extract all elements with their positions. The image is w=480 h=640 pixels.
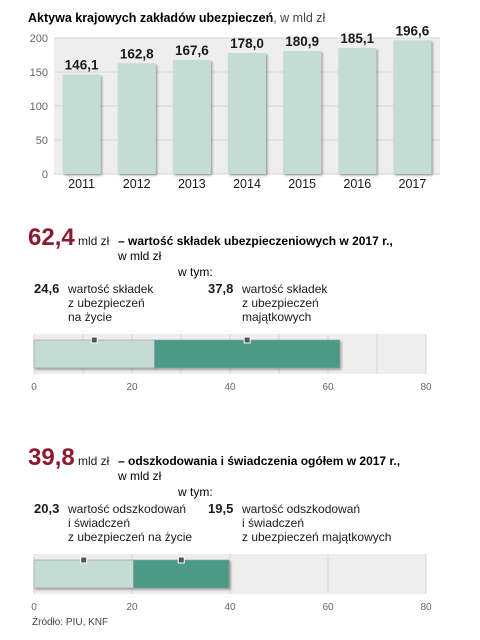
chart1-bar-value-label: 167,6 [175,43,209,58]
chart1-bars: 146,1 162,8 167,6 178,0 180,9 185,1 196,6 [62,23,432,175]
chart3-x-tick-label: 40 [224,602,236,613]
chart1-y-tick-label: 150 [30,67,48,79]
chart2-segment-bar [33,339,155,369]
chart1-bar [283,50,322,174]
chart1-bar [228,52,266,174]
chart3-subheader: w tym: [177,485,213,499]
chart1-x-tick-label: 2016 [343,177,371,191]
chart1-x-tick-label: 2017 [399,177,427,191]
chart3-segment-value: 19,5 [208,501,233,516]
chart3-segment-value: 20,3 [34,501,59,516]
chart2-subheader: w tym: [177,265,213,279]
chart3-segment-bar [33,559,134,589]
chart1-bar-value-label: 162,8 [120,46,154,61]
chart3-x-tick-label: 0 [31,602,37,613]
chart3-x-tick-label: 20 [126,602,138,613]
chart3-unit-line: w mld zł [117,469,162,483]
chart2-unit-line: w mld zł [117,249,162,263]
chart2-x-axis: 0 20 40 60 80 [31,382,432,393]
chart2-x-tick-label: 0 [31,382,37,393]
chart2-segment-value: 37,8 [208,281,233,296]
chart2-segment-bar [154,339,341,369]
chart1-x-tick-label: 2014 [233,177,261,191]
chart2-x-tick-label: 60 [322,382,334,393]
chart2-x-tick-label: 20 [126,382,138,393]
chart1-x-tick-label: 2015 [288,177,316,191]
chart2-segment-description-line: wartość składek [67,282,154,296]
chart3-segment-marker [177,556,185,564]
chart3-bars [33,556,230,589]
chart3-description: – odszkodowania i świadczenia ogółem w 2… [118,454,400,468]
chart3-segment-description-line: i świadczeń [68,516,130,530]
chart2-x-tick-label: 40 [224,382,236,393]
chart3-total-unit: mld zł [78,454,110,468]
chart2-segment-marker [243,336,251,344]
chart1-title-unit: , w mld zł [273,11,325,25]
chart1-y-tick-label: 50 [36,135,48,147]
chart2-segment-description-line: z ubezpieczeń [242,296,319,310]
chart1-bar [62,74,101,174]
chart1-bar-value-label: 185,1 [340,31,374,46]
chart1-bar-value-label: 146,1 [65,58,99,73]
chart1-bar [338,48,377,174]
chart1-y-tick-label: 0 [42,169,48,181]
chart2-segment-value: 24,6 [34,281,59,296]
chart3-segment-bar [133,559,230,589]
chart3-x-axis: 0 20 40 60 80 [31,602,432,613]
chart2-segment-description-line: z ubezpieczeń [68,296,145,310]
chart1-x-tick-label: 2011 [68,177,95,191]
chart3-segment-description-line: z ubezpieczeń majątkowych [242,530,391,544]
chart1-y-tick-label: 100 [30,101,48,113]
chart1-x-tick-label: 2012 [123,177,151,191]
chart1-bar-value-label: 180,9 [285,34,319,49]
chart3-x-tick-label: 80 [420,602,432,613]
chart1-bar-value-label: 196,6 [396,23,430,38]
chart1-title-line: Aktywa krajowych zakładów ubezpieczeń, w… [28,11,326,25]
chart1-y-tick-label: 200 [30,33,48,45]
chart1-bar [393,40,432,175]
chart2-total-unit: mld zł [78,234,110,248]
chart1-title: Aktywa krajowych zakładów ubezpieczeń [28,11,273,25]
chart1-bar [172,60,211,175]
chart3-x-tick-label: 60 [322,602,334,613]
chart2-bars [33,336,341,369]
chart2-x-tick-label: 80 [420,382,432,393]
chart3-total-value: 39,8 [28,444,75,471]
chart1-y-axis: 0 50 100 150 200 [30,33,48,181]
chart1-x-tick-label: 2013 [178,177,206,191]
chart3-segment-marker [80,556,88,564]
chart1-x-axis: 2011 2012 2013 2014 2015 2016 2017 [68,177,426,191]
chart3-segment-description-line: z ubezpieczeń na życie [68,530,192,544]
chart1-bar-value-label: 178,0 [230,36,264,51]
chart2-total-value: 62,4 [28,224,75,251]
chart3-segment-description-line: i świadczeń [242,516,304,530]
chart2-description: – wartość składek ubezpieczeniowych w 20… [118,234,393,248]
chart2-segment-description-line: wartość składek [241,282,328,296]
chart3-segment-description-line: wartość odszkodowań [67,502,186,516]
chart2-segment-description-line: na życie [68,310,112,324]
source-note: Źródło: PIU, KNF [32,615,108,628]
chart2-segment-description-line: majątkowych [242,310,311,324]
chart2-segment-marker [90,336,98,344]
chart3-segment-description-line: wartość odszkodowań [241,502,360,516]
chart1-bar [117,63,156,174]
